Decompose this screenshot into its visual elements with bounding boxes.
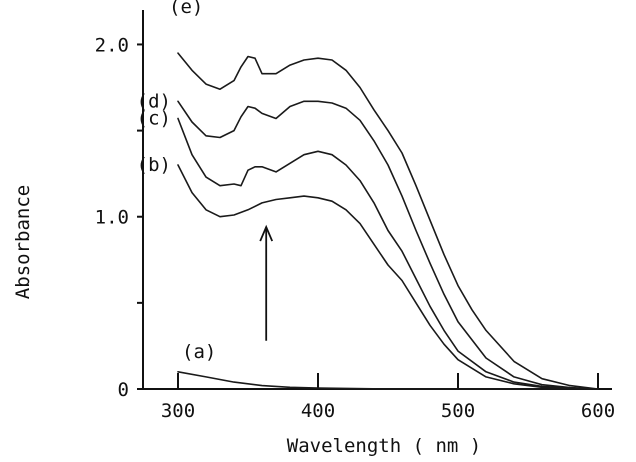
y-tick-label: 0: [118, 379, 129, 401]
series-line: [177, 52, 599, 390]
x-tick-label: 500: [441, 400, 475, 422]
series-line: [177, 371, 599, 390]
series-label: (d): [137, 90, 171, 112]
series-label: (e): [169, 0, 203, 18]
series-label: (c): [137, 108, 171, 130]
x-tick-label: 300: [161, 400, 195, 422]
axes: 0 1.0 2.0 300 400 500 600: [95, 10, 615, 422]
series-labels: (a) (b) (c)(d) (e): [137, 0, 217, 363]
series-line: [177, 164, 599, 390]
x-axis-label: Wavelength ( nm ): [287, 435, 481, 457]
series-label: (b): [137, 154, 171, 176]
y-tick-label: 1.0: [95, 207, 129, 229]
x-tick-label: 400: [301, 400, 335, 422]
arrow-head: [259, 224, 274, 242]
x-tick-label: 600: [581, 400, 615, 422]
y-axis-label: Absorbance: [12, 185, 34, 299]
curves: [177, 52, 599, 390]
y-tick-label: 2.0: [95, 34, 129, 56]
series-line: [177, 100, 599, 390]
annotations: [259, 224, 274, 341]
series-label: (a): [182, 341, 216, 363]
series-line: [177, 117, 599, 390]
